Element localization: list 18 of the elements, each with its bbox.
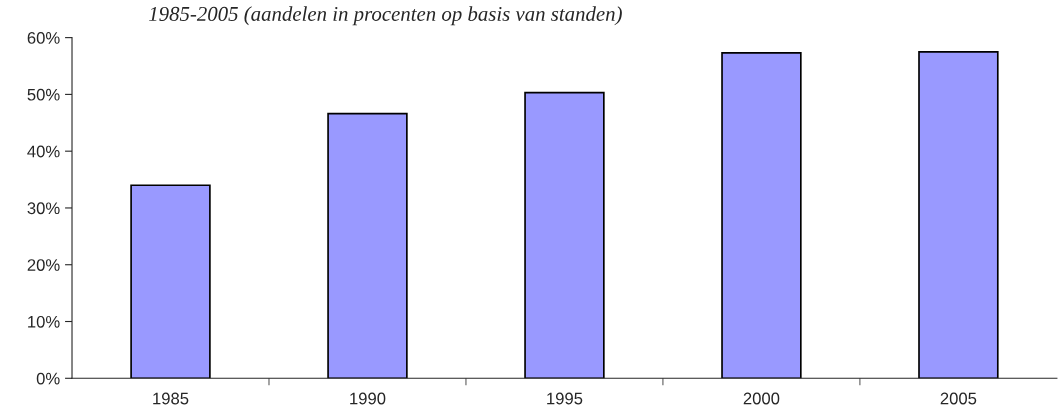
x-tick-label: 1990: [350, 392, 386, 405]
x-tick-label: 1985: [153, 392, 189, 405]
bar: [524, 91, 605, 379]
x-tick-label: 2000: [743, 392, 780, 405]
y-tick-label: 20%: [27, 259, 60, 271]
chart-title: 1985-2005 (aandelen in procenten op basis van standen): [149, 6, 622, 26]
bar: [721, 52, 802, 379]
y-tick-label: 10%: [28, 315, 60, 328]
y-tick-label: 0%: [36, 372, 60, 385]
bar: [327, 112, 408, 379]
y-tick-label: 60%: [27, 32, 60, 44]
bar: [918, 50, 999, 379]
y-tick-label: 40%: [27, 145, 60, 158]
y-tick-label: 30%: [27, 202, 60, 215]
y-tick-label: 50%: [27, 88, 60, 101]
x-tick-label: 1995: [547, 392, 583, 405]
bar: [130, 184, 211, 379]
x-tick-label: 2005: [940, 392, 977, 405]
